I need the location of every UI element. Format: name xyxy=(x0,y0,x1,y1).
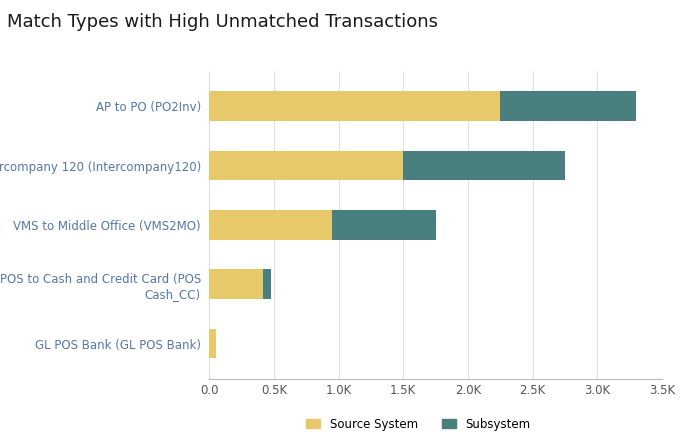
Bar xyxy=(500,91,636,121)
Bar xyxy=(209,151,404,180)
Bar xyxy=(404,151,565,180)
Bar xyxy=(209,91,500,121)
Bar xyxy=(263,269,271,299)
Bar xyxy=(209,210,332,240)
Legend: Source System, Subsystem: Source System, Subsystem xyxy=(306,418,530,431)
Bar xyxy=(209,329,215,359)
Bar xyxy=(332,210,436,240)
Text: Match Types with High Unmatched Transactions: Match Types with High Unmatched Transact… xyxy=(7,13,438,31)
Bar xyxy=(209,269,263,299)
